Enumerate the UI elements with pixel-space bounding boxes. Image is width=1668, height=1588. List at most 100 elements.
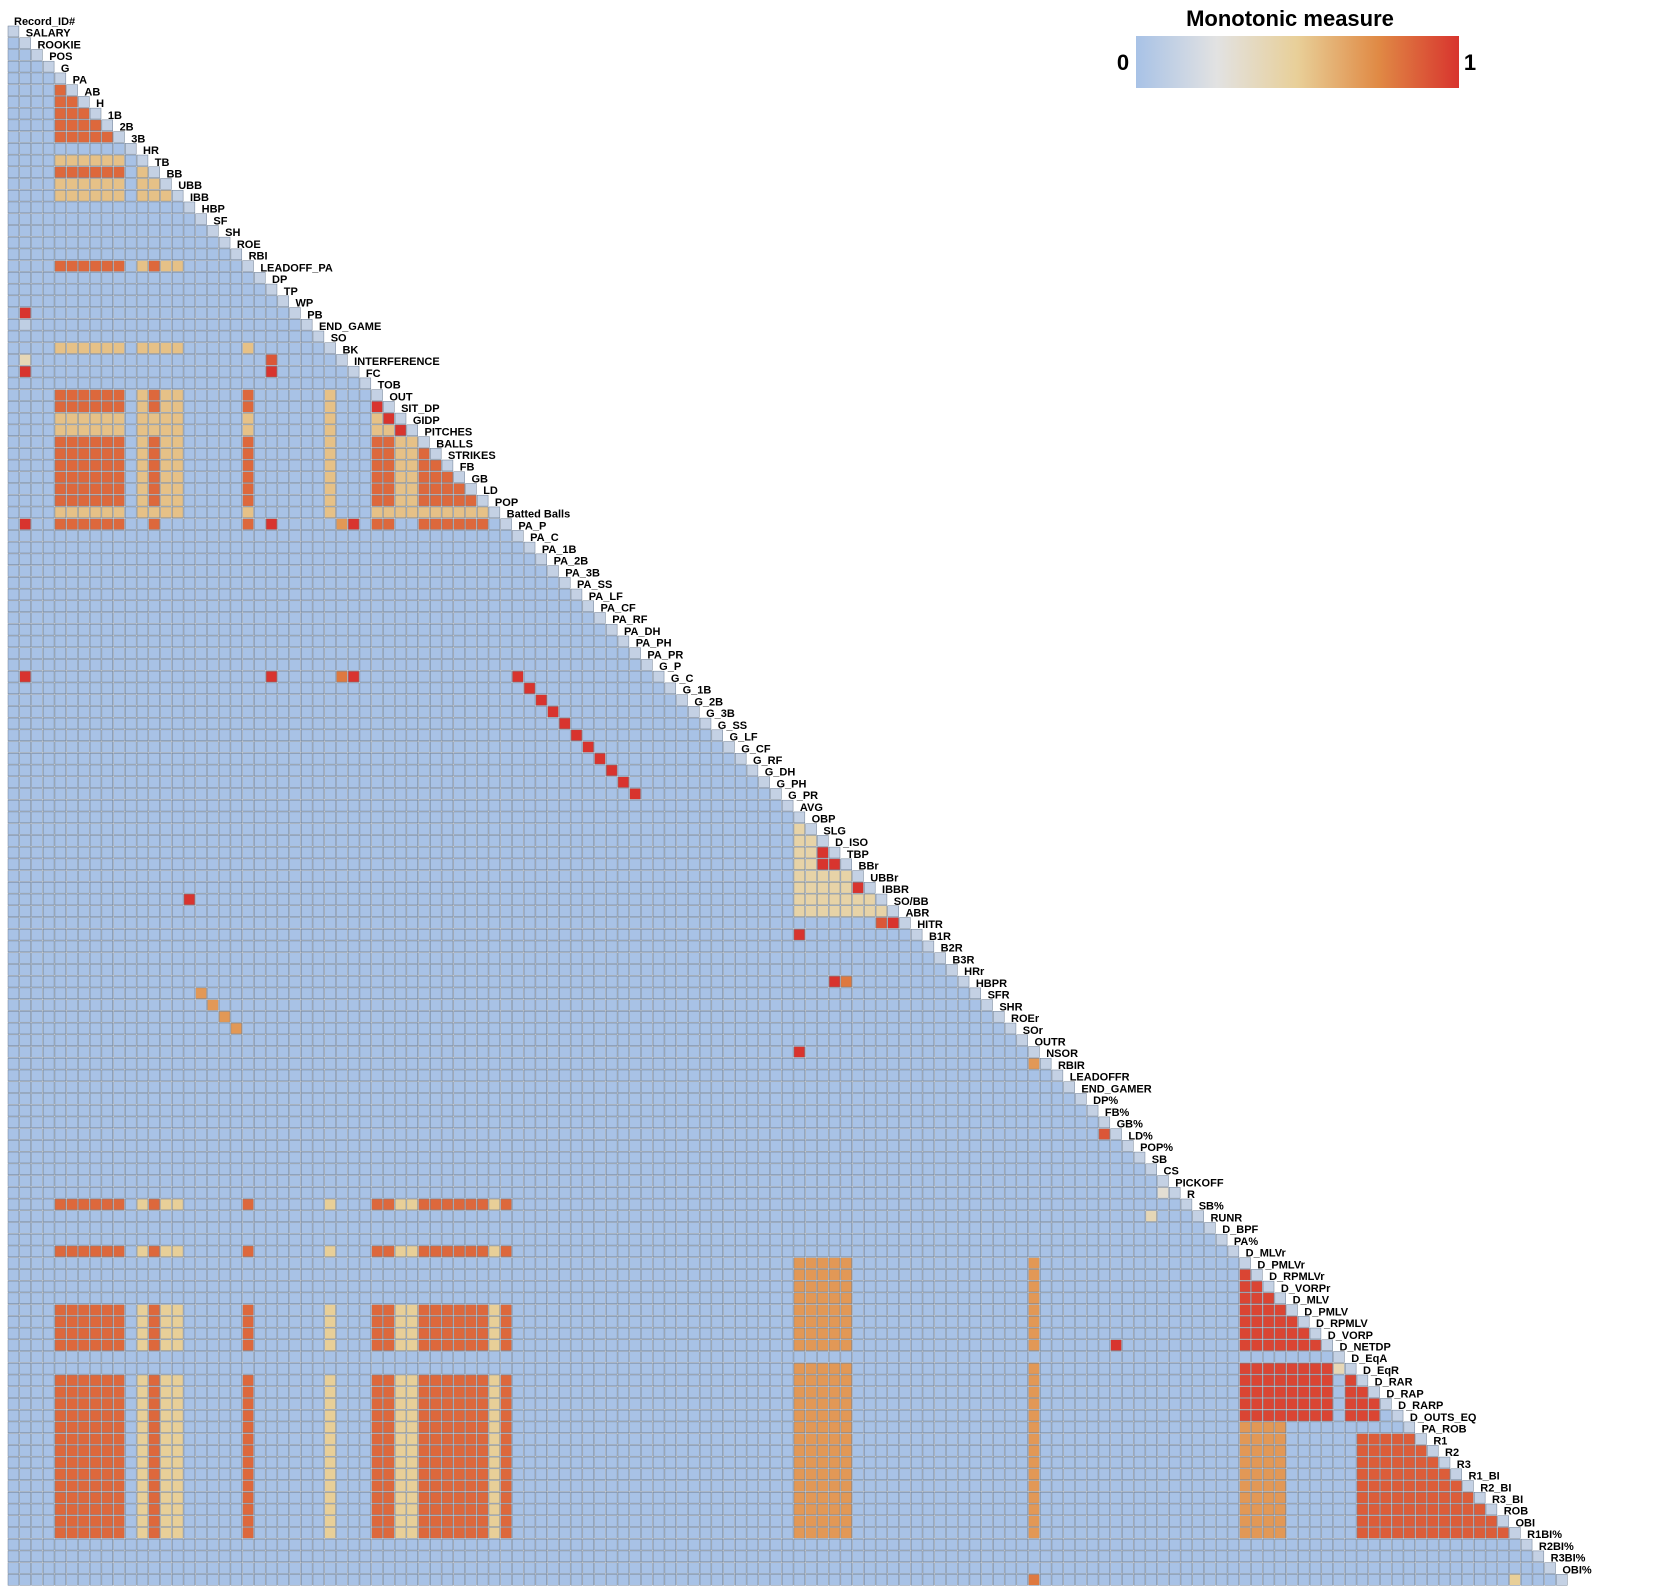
heatmap-cell bbox=[207, 917, 219, 929]
heatmap-cell bbox=[535, 741, 547, 753]
heatmap-cell bbox=[512, 975, 524, 988]
heatmap-cell bbox=[136, 870, 149, 882]
heatmap-cell bbox=[723, 1081, 735, 1093]
heatmap-cell bbox=[347, 412, 360, 425]
heatmap-cell bbox=[547, 741, 559, 753]
heatmap-cell bbox=[476, 811, 489, 824]
heatmap-cell bbox=[89, 905, 102, 917]
heatmap-cell bbox=[1075, 1163, 1087, 1175]
heatmap-cell bbox=[488, 1163, 501, 1175]
heatmap-cell bbox=[441, 764, 454, 777]
heatmap-cell bbox=[418, 706, 430, 718]
heatmap-cell bbox=[54, 670, 67, 683]
heatmap-cell bbox=[371, 459, 383, 472]
heatmap-cell bbox=[500, 776, 512, 788]
heatmap-cell bbox=[42, 870, 55, 882]
heatmap-cell bbox=[7, 823, 20, 835]
heatmap-cell bbox=[89, 1187, 102, 1199]
heatmap-cell bbox=[723, 952, 735, 964]
heatmap-cell bbox=[688, 729, 700, 741]
heatmap-cell bbox=[42, 107, 55, 120]
heatmap-cell bbox=[735, 999, 747, 1011]
heatmap-cell bbox=[864, 1069, 876, 1082]
heatmap-cell bbox=[207, 1046, 219, 1058]
heatmap-cell bbox=[676, 928, 688, 941]
heatmap-cell bbox=[207, 541, 219, 554]
heatmap-cell bbox=[418, 588, 430, 601]
heatmap-cell bbox=[66, 788, 78, 800]
heatmap-cell bbox=[676, 741, 688, 753]
heatmap-cell bbox=[289, 893, 301, 906]
heatmap-cell bbox=[113, 1140, 125, 1152]
heatmap-cell bbox=[629, 1163, 641, 1175]
heatmap-cell bbox=[301, 799, 313, 812]
heatmap-cell bbox=[359, 764, 372, 777]
heatmap-cell bbox=[781, 1081, 794, 1093]
heatmap-cell bbox=[359, 577, 372, 589]
heatmap-cell bbox=[418, 952, 430, 964]
heatmap-cell bbox=[101, 1104, 113, 1117]
heatmap-cell bbox=[476, 1011, 489, 1023]
diagonal-cell bbox=[934, 952, 946, 964]
heatmap-cell bbox=[54, 811, 67, 824]
heatmap-cell bbox=[289, 1034, 301, 1046]
heatmap-cell bbox=[136, 283, 149, 296]
heatmap-cell bbox=[476, 788, 489, 800]
heatmap-cell bbox=[230, 1046, 243, 1058]
heatmap-cell bbox=[230, 588, 243, 601]
heatmap-cell bbox=[242, 741, 254, 753]
heatmap-cell bbox=[101, 741, 113, 753]
heatmap-cell bbox=[336, 600, 348, 612]
heatmap-cell bbox=[265, 1046, 278, 1058]
heatmap-cell bbox=[301, 717, 313, 730]
heatmap-cell bbox=[453, 1093, 465, 1105]
heatmap-cell bbox=[78, 365, 90, 378]
heatmap-cell bbox=[66, 178, 78, 190]
heatmap-cell bbox=[336, 612, 348, 624]
heatmap-cell bbox=[723, 753, 735, 765]
heatmap-cell bbox=[148, 987, 160, 1000]
heatmap-cell bbox=[605, 1163, 618, 1175]
heatmap-cell bbox=[113, 588, 125, 601]
heatmap-cell bbox=[42, 753, 55, 765]
heatmap-cell bbox=[922, 1104, 935, 1117]
heatmap-cell bbox=[465, 1081, 477, 1093]
heatmap-cell bbox=[277, 412, 289, 425]
diagonal-cell bbox=[406, 424, 418, 436]
heatmap-cell bbox=[465, 1104, 477, 1117]
heatmap-cell bbox=[89, 236, 102, 249]
heatmap-cell bbox=[324, 1081, 336, 1093]
heatmap-cell bbox=[101, 494, 113, 507]
heatmap-cell bbox=[617, 917, 630, 929]
heatmap-cell bbox=[805, 940, 817, 953]
heatmap-cell bbox=[758, 1057, 770, 1070]
heatmap-cell bbox=[89, 952, 102, 964]
heatmap-cell bbox=[101, 143, 113, 155]
heatmap-cell bbox=[770, 917, 782, 929]
heatmap-cell bbox=[594, 1057, 606, 1070]
heatmap-cell bbox=[125, 659, 137, 671]
heatmap-cell bbox=[42, 72, 55, 85]
heatmap-cell bbox=[465, 952, 477, 964]
heatmap-cell bbox=[875, 964, 888, 976]
heatmap-cell bbox=[125, 1151, 137, 1164]
heatmap-cell bbox=[347, 1081, 360, 1093]
heatmap-cell bbox=[336, 459, 348, 472]
heatmap-cell bbox=[735, 764, 747, 777]
heatmap-cell bbox=[641, 1069, 653, 1082]
heatmap-cell bbox=[1039, 1081, 1052, 1093]
heatmap-cell bbox=[394, 1163, 407, 1175]
heatmap-cell bbox=[242, 811, 254, 824]
heatmap-cell bbox=[160, 377, 172, 390]
heatmap-cell bbox=[54, 882, 67, 894]
heatmap-cell bbox=[828, 1081, 841, 1093]
heatmap-cell bbox=[969, 1046, 982, 1058]
heatmap-cell bbox=[7, 1081, 20, 1093]
heatmap-cell bbox=[277, 518, 289, 530]
heatmap-cell bbox=[453, 753, 465, 765]
heatmap-cell bbox=[359, 518, 372, 530]
heatmap-cell bbox=[617, 729, 630, 741]
heatmap-cell bbox=[828, 917, 841, 929]
heatmap-cell bbox=[230, 577, 243, 589]
heatmap-cell bbox=[218, 612, 231, 624]
